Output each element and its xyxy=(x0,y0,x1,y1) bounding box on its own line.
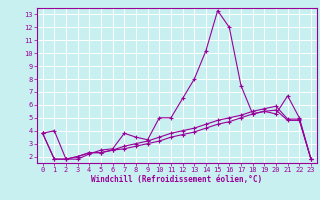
X-axis label: Windchill (Refroidissement éolien,°C): Windchill (Refroidissement éolien,°C) xyxy=(91,175,262,184)
